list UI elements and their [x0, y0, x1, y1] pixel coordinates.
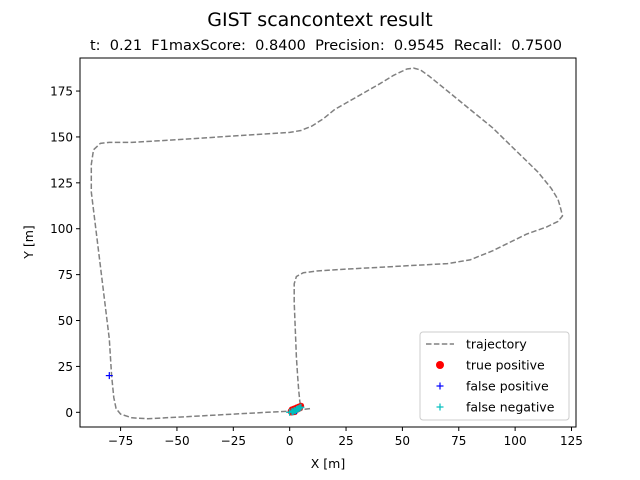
plot-frame: [79, 57, 577, 428]
y-axis-label: Y [m]: [21, 225, 36, 260]
false-positive-point: [105, 372, 113, 380]
legend-box: [419, 331, 570, 421]
chart-subtitle: t: 0.21 F1maxScore: 0.8400 Precision: 0.…: [90, 38, 562, 54]
legend-label: false positive: [466, 379, 549, 394]
y-tick-label: 175: [50, 85, 73, 99]
x-tick-label: 75: [451, 434, 466, 448]
legend-swatch: [436, 361, 444, 369]
legend-swatch: [436, 382, 444, 390]
y-tick-label: 150: [50, 130, 73, 144]
y-tick-label: 50: [58, 314, 73, 328]
legend-label: true positive: [466, 358, 545, 373]
y-axis: 0 25 50 75 100 125 150 175: [50, 85, 80, 420]
x-tick-label: 50: [395, 434, 410, 448]
x-tick-label: −25: [221, 434, 246, 448]
x-tick-label: 0: [286, 434, 294, 448]
y-tick-label: 75: [58, 268, 73, 282]
legend-swatch: [436, 403, 444, 411]
legend-entry-true-positive: true positive: [436, 358, 545, 373]
x-tick-label: 125: [560, 434, 583, 448]
x-tick-label: 100: [504, 434, 527, 448]
legend-label: trajectory: [466, 337, 527, 352]
y-tick-label: 100: [50, 222, 73, 236]
x-tick-label: −50: [164, 434, 189, 448]
x-tick-label: −75: [108, 434, 133, 448]
legend-entry-false-negative: false negative: [436, 400, 555, 415]
y-tick-label: 0: [65, 406, 73, 420]
trajectory-line: [90, 67, 564, 420]
legend-entry-trajectory: trajectory: [426, 337, 527, 352]
legend: trajectory true positive false positive fal…: [419, 331, 570, 421]
y-tick-label: 25: [58, 360, 73, 374]
legend-entry-false-positive: false positive: [436, 379, 549, 394]
x-axis: −75 −50 −25 0 25 50 75 100 125: [108, 427, 583, 448]
series-layer: [90, 67, 564, 420]
false-negative-point: [296, 404, 304, 412]
y-tick-label: 125: [50, 176, 73, 190]
legend-label: false negative: [466, 400, 555, 415]
chart-title: GIST scancontext result: [207, 9, 432, 31]
x-tick-label: 25: [338, 434, 353, 448]
x-axis-label: X [m]: [311, 456, 345, 471]
